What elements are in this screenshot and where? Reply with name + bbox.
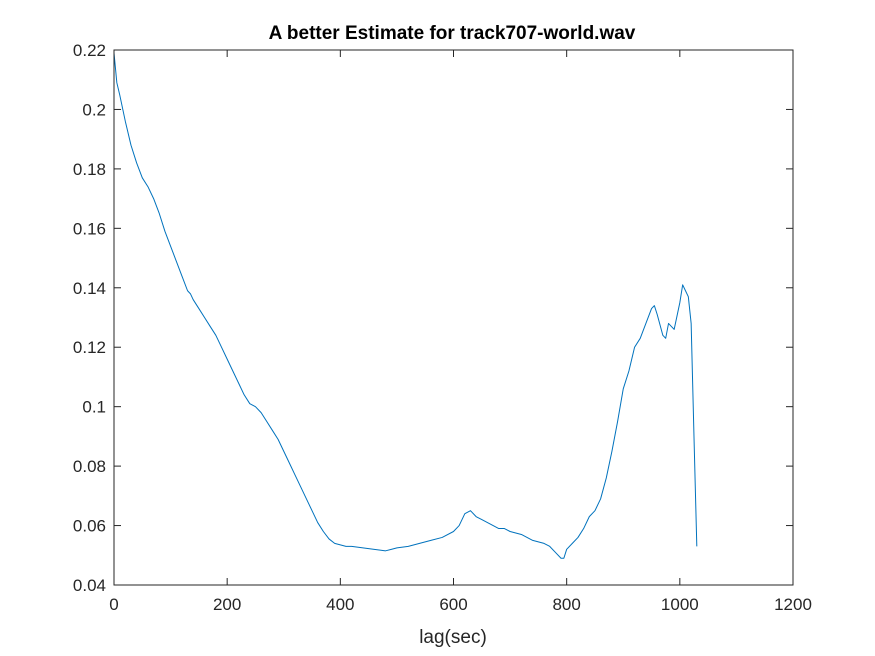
- y-axis-ticks: 0.04 0.06 0.08 0.1 0.12 0.14 0.16 0.18 0.2 0.22: [73, 41, 793, 595]
- plot-area: [114, 50, 793, 585]
- y-tick-label: 0.1: [82, 398, 106, 417]
- y-tick-label: 0.18: [73, 160, 106, 179]
- x-tick-label: 200: [213, 595, 241, 614]
- y-tick-label: 0.14: [73, 279, 106, 298]
- y-tick-label: 0.08: [73, 457, 106, 476]
- x-tick-label: 1000: [661, 595, 699, 614]
- series-layer: [113, 52, 698, 559]
- y-tick-label: 0.12: [73, 338, 106, 357]
- series-line: [113, 52, 698, 559]
- x-tick-label: 1200: [774, 595, 812, 614]
- y-tick-label: 0.04: [73, 576, 106, 595]
- x-axis-ticks: 0 200 400 600 800 1000 1200: [109, 50, 812, 614]
- y-tick-label: 0.22: [73, 41, 106, 60]
- x-tick-label: 0: [109, 595, 118, 614]
- chart-title: A better Estimate for track707-world.wav: [269, 23, 636, 44]
- y-tick-label: 0.2: [82, 100, 106, 119]
- x-axis-label: lag(sec): [419, 627, 487, 648]
- y-tick-label: 0.16: [73, 219, 106, 238]
- x-tick-label: 400: [326, 595, 354, 614]
- y-tick-label: 0.06: [73, 517, 106, 536]
- x-tick-label: 600: [439, 595, 467, 614]
- x-tick-label: 800: [552, 595, 580, 614]
